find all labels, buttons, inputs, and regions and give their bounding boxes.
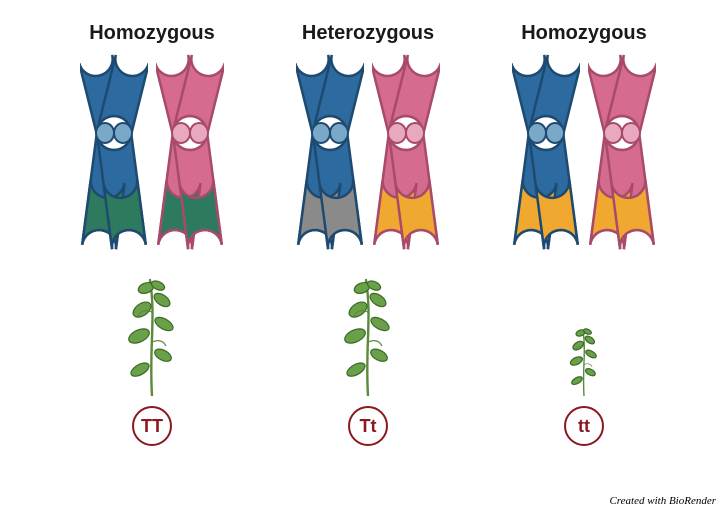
panel-title: Homozygous bbox=[52, 22, 252, 45]
chromosome bbox=[512, 53, 580, 258]
genotype-panel: Homozygous tt bbox=[484, 22, 684, 453]
chromosome-icon bbox=[588, 53, 656, 253]
plant bbox=[484, 276, 684, 396]
plant-icon bbox=[333, 276, 403, 396]
plant-icon bbox=[117, 276, 187, 396]
genotype-label: TT bbox=[52, 404, 252, 453]
plant bbox=[268, 276, 468, 396]
genotype-badge: Tt bbox=[346, 404, 390, 448]
panel-title: Homozygous bbox=[484, 22, 684, 45]
genotype-badge: tt bbox=[562, 404, 606, 448]
panel-title: Heterozygous bbox=[268, 22, 468, 45]
chromosome-icon bbox=[296, 53, 364, 253]
genotype-label: Tt bbox=[268, 404, 468, 453]
chromosome-pair bbox=[484, 53, 684, 258]
attribution-text: Created with BioRender bbox=[609, 495, 716, 507]
chromosome-pair bbox=[268, 53, 468, 258]
chromosome bbox=[588, 53, 656, 258]
svg-text:TT: TT bbox=[141, 416, 163, 436]
genotype-panel: Heterozygous Tt bbox=[268, 22, 468, 453]
chromosome bbox=[372, 53, 440, 258]
plant bbox=[52, 276, 252, 396]
svg-text:tt: tt bbox=[578, 416, 590, 436]
chromosome-icon bbox=[372, 53, 440, 253]
genotype-label: tt bbox=[484, 404, 684, 453]
chromosome bbox=[156, 53, 224, 258]
chromosome-icon bbox=[80, 53, 148, 253]
chromosome-icon bbox=[512, 53, 580, 253]
svg-text:Tt: Tt bbox=[360, 416, 377, 436]
chromosome-icon bbox=[156, 53, 224, 253]
chromosome bbox=[80, 53, 148, 258]
chromosome-pair bbox=[52, 53, 252, 258]
genotype-panel: Homozygous TT bbox=[52, 22, 252, 453]
chromosome bbox=[296, 53, 364, 258]
genotype-badge: TT bbox=[130, 404, 174, 448]
plant-icon bbox=[549, 326, 619, 396]
